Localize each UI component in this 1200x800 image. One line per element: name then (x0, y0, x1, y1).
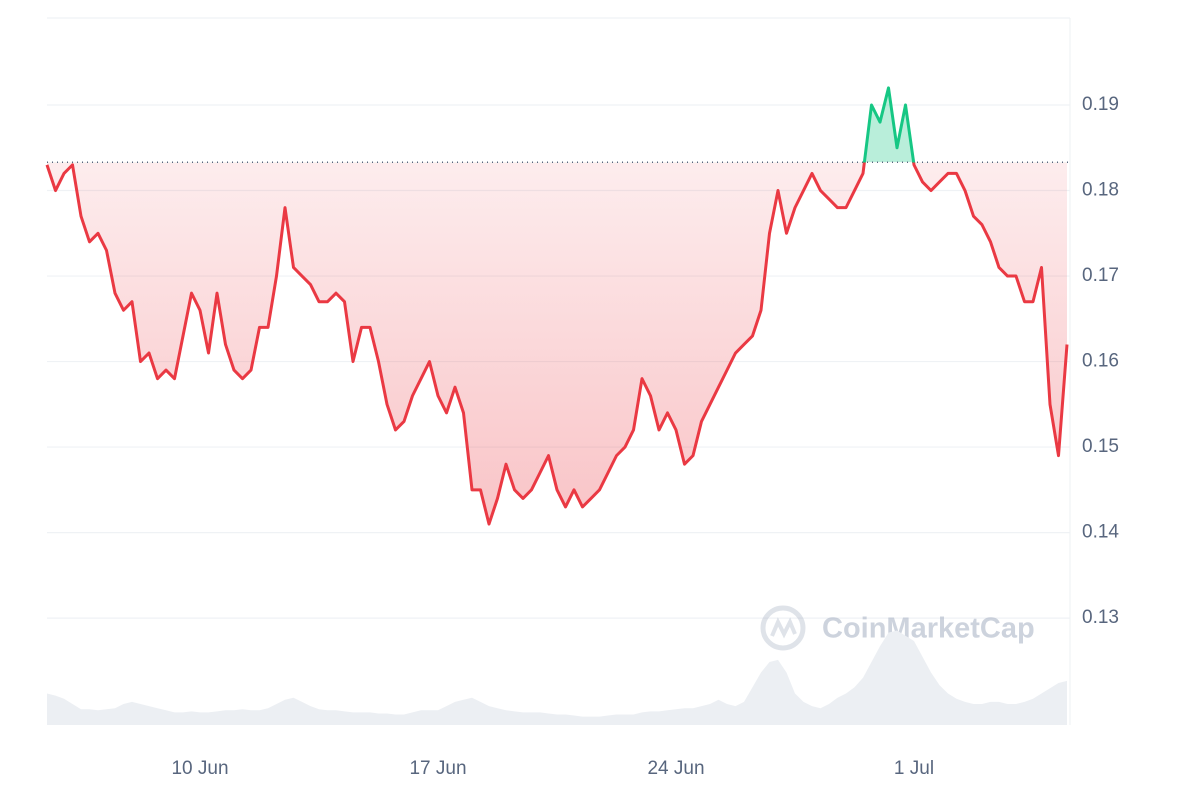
price-line (45, 86, 1069, 526)
y-tick-label: 0.17 (1082, 265, 1119, 286)
area-below (47, 162, 1067, 525)
x-tick-label: 10 Jun (171, 758, 228, 779)
watermark: CoinMarketCap (822, 613, 1035, 645)
y-tick-label: 0.16 (1082, 351, 1119, 372)
y-tick-label: 0.19 (1082, 94, 1119, 115)
watermark-logo (760, 605, 806, 651)
y-tick-label: 0.15 (1082, 436, 1119, 457)
y-tick-label: 0.13 (1082, 607, 1119, 628)
x-tick-label: 17 Jun (409, 758, 466, 779)
x-tick-label: 24 Jun (647, 758, 704, 779)
y-tick-label: 0.14 (1082, 522, 1119, 543)
x-tick-label: 1 Jul (894, 758, 934, 779)
volume-area (47, 630, 1067, 725)
y-tick-label: 0.18 (1082, 180, 1119, 201)
